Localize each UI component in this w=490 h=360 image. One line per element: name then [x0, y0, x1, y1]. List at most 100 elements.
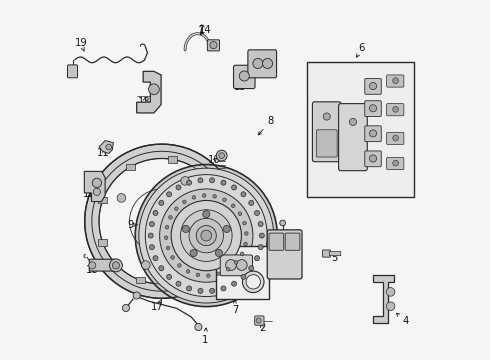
- Text: 8: 8: [258, 116, 274, 135]
- Circle shape: [221, 286, 226, 291]
- Circle shape: [232, 281, 237, 286]
- Polygon shape: [84, 171, 105, 202]
- FancyBboxPatch shape: [136, 277, 145, 283]
- Text: 13: 13: [138, 97, 150, 107]
- Circle shape: [192, 195, 196, 199]
- Circle shape: [159, 201, 164, 206]
- Circle shape: [241, 274, 246, 279]
- Circle shape: [246, 275, 260, 289]
- Circle shape: [249, 266, 254, 271]
- Text: 10: 10: [208, 155, 221, 165]
- Circle shape: [186, 270, 190, 273]
- Circle shape: [180, 210, 232, 261]
- Circle shape: [369, 105, 377, 112]
- Circle shape: [254, 256, 260, 261]
- Circle shape: [187, 286, 192, 291]
- Circle shape: [106, 144, 112, 150]
- Circle shape: [210, 288, 215, 293]
- Circle shape: [203, 211, 210, 218]
- Circle shape: [254, 211, 260, 216]
- Circle shape: [177, 264, 181, 267]
- FancyBboxPatch shape: [98, 239, 107, 246]
- FancyBboxPatch shape: [220, 255, 252, 276]
- Circle shape: [226, 267, 230, 271]
- Text: 16: 16: [259, 52, 272, 62]
- FancyBboxPatch shape: [89, 259, 116, 271]
- Circle shape: [92, 178, 101, 188]
- Circle shape: [213, 194, 217, 198]
- Circle shape: [256, 318, 261, 323]
- Circle shape: [148, 84, 159, 95]
- Circle shape: [122, 305, 129, 312]
- Circle shape: [393, 160, 398, 166]
- Circle shape: [171, 201, 242, 271]
- FancyBboxPatch shape: [98, 197, 107, 203]
- Circle shape: [133, 292, 140, 299]
- Circle shape: [349, 118, 357, 126]
- Circle shape: [89, 262, 96, 269]
- Circle shape: [236, 260, 247, 270]
- Text: 2: 2: [259, 323, 266, 333]
- Circle shape: [207, 274, 210, 278]
- Circle shape: [244, 242, 247, 246]
- Circle shape: [183, 200, 186, 204]
- FancyBboxPatch shape: [269, 233, 284, 250]
- Bar: [216, 246, 269, 299]
- Polygon shape: [99, 140, 113, 153]
- Circle shape: [225, 260, 236, 270]
- Circle shape: [181, 176, 190, 185]
- Circle shape: [187, 180, 192, 185]
- Circle shape: [240, 252, 244, 256]
- Text: 18: 18: [86, 265, 99, 275]
- Circle shape: [166, 246, 170, 250]
- Circle shape: [258, 221, 263, 226]
- Circle shape: [195, 323, 202, 330]
- FancyBboxPatch shape: [168, 156, 177, 163]
- Text: 17: 17: [151, 300, 164, 312]
- Circle shape: [93, 188, 100, 195]
- Circle shape: [210, 178, 215, 183]
- Circle shape: [149, 245, 154, 249]
- Circle shape: [112, 262, 120, 269]
- Circle shape: [223, 225, 230, 233]
- FancyBboxPatch shape: [365, 126, 381, 141]
- Circle shape: [165, 225, 169, 229]
- FancyBboxPatch shape: [329, 251, 341, 256]
- Circle shape: [369, 130, 377, 137]
- Circle shape: [217, 272, 220, 275]
- FancyBboxPatch shape: [248, 50, 276, 78]
- FancyBboxPatch shape: [267, 230, 302, 279]
- Text: 6: 6: [357, 43, 365, 57]
- Circle shape: [386, 302, 395, 311]
- Circle shape: [216, 150, 227, 161]
- Circle shape: [210, 41, 217, 49]
- Circle shape: [202, 194, 206, 197]
- Circle shape: [142, 261, 150, 269]
- FancyBboxPatch shape: [68, 65, 77, 78]
- Circle shape: [167, 192, 172, 197]
- Text: 1: 1: [202, 328, 208, 345]
- Circle shape: [219, 153, 224, 158]
- Text: 4: 4: [396, 313, 409, 325]
- Circle shape: [221, 180, 226, 185]
- Circle shape: [174, 207, 178, 211]
- FancyBboxPatch shape: [313, 102, 341, 162]
- Circle shape: [167, 274, 172, 279]
- Circle shape: [231, 204, 235, 207]
- Circle shape: [153, 256, 158, 261]
- Text: 7: 7: [232, 299, 238, 315]
- Bar: [307, 62, 414, 197]
- Circle shape: [148, 233, 153, 238]
- Circle shape: [215, 249, 222, 257]
- Circle shape: [280, 220, 286, 226]
- Circle shape: [139, 168, 274, 303]
- Circle shape: [171, 256, 174, 259]
- Circle shape: [159, 266, 164, 271]
- Text: 14: 14: [198, 25, 211, 35]
- FancyBboxPatch shape: [126, 164, 135, 170]
- Circle shape: [253, 58, 263, 68]
- FancyBboxPatch shape: [387, 75, 404, 87]
- Circle shape: [198, 288, 203, 293]
- Circle shape: [259, 233, 265, 238]
- FancyBboxPatch shape: [234, 65, 255, 89]
